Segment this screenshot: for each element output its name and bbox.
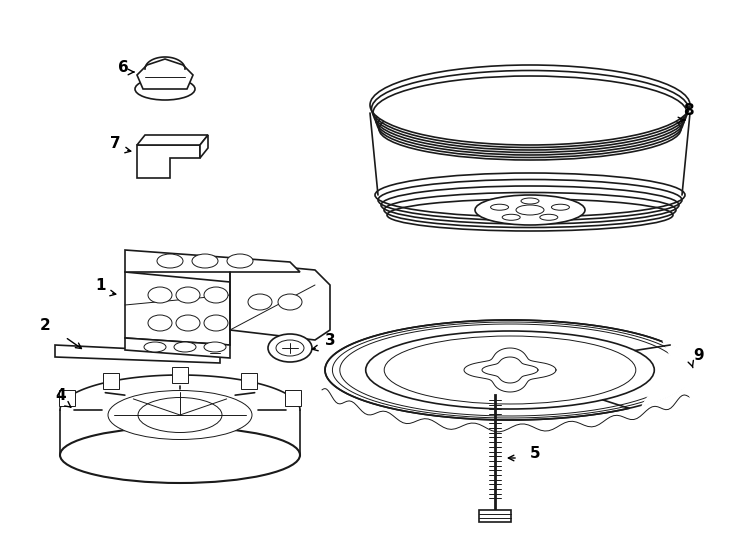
Ellipse shape	[248, 294, 272, 310]
Polygon shape	[125, 250, 300, 272]
Text: 7: 7	[110, 136, 120, 151]
Polygon shape	[137, 59, 193, 89]
Text: 9: 9	[693, 348, 704, 363]
Text: 2: 2	[40, 318, 51, 333]
Ellipse shape	[176, 315, 200, 331]
Polygon shape	[230, 262, 330, 340]
Polygon shape	[125, 338, 230, 358]
Ellipse shape	[148, 315, 172, 331]
Polygon shape	[59, 390, 76, 406]
Ellipse shape	[502, 214, 520, 220]
Text: 8: 8	[683, 103, 694, 118]
Ellipse shape	[384, 336, 636, 404]
Ellipse shape	[268, 334, 312, 362]
Polygon shape	[200, 135, 208, 158]
Ellipse shape	[192, 254, 218, 268]
Polygon shape	[172, 367, 188, 383]
Ellipse shape	[521, 198, 539, 204]
Polygon shape	[479, 510, 511, 522]
Ellipse shape	[366, 331, 654, 409]
Polygon shape	[642, 295, 713, 445]
Polygon shape	[241, 373, 257, 389]
Ellipse shape	[276, 340, 304, 356]
Text: 5: 5	[530, 446, 541, 461]
Ellipse shape	[135, 78, 195, 100]
Ellipse shape	[204, 315, 228, 331]
Ellipse shape	[475, 195, 585, 225]
Polygon shape	[103, 373, 119, 389]
Ellipse shape	[204, 287, 228, 303]
Ellipse shape	[490, 204, 509, 210]
Polygon shape	[125, 272, 230, 345]
Ellipse shape	[539, 214, 558, 220]
Ellipse shape	[108, 390, 252, 440]
Ellipse shape	[278, 294, 302, 310]
Ellipse shape	[204, 342, 226, 352]
Ellipse shape	[375, 173, 685, 217]
Text: 6: 6	[118, 60, 128, 75]
Polygon shape	[55, 345, 220, 363]
Ellipse shape	[60, 427, 300, 483]
Ellipse shape	[174, 342, 196, 352]
Ellipse shape	[157, 254, 183, 268]
Ellipse shape	[138, 397, 222, 433]
Polygon shape	[137, 145, 200, 178]
Ellipse shape	[516, 205, 544, 215]
Ellipse shape	[551, 204, 570, 210]
Ellipse shape	[176, 287, 200, 303]
Polygon shape	[137, 135, 208, 145]
Polygon shape	[285, 390, 301, 406]
Text: 3: 3	[325, 333, 335, 348]
Ellipse shape	[370, 65, 690, 145]
Ellipse shape	[148, 287, 172, 303]
Ellipse shape	[144, 342, 166, 352]
Text: 1: 1	[95, 278, 106, 293]
Ellipse shape	[227, 254, 253, 268]
Text: 4: 4	[55, 388, 65, 403]
